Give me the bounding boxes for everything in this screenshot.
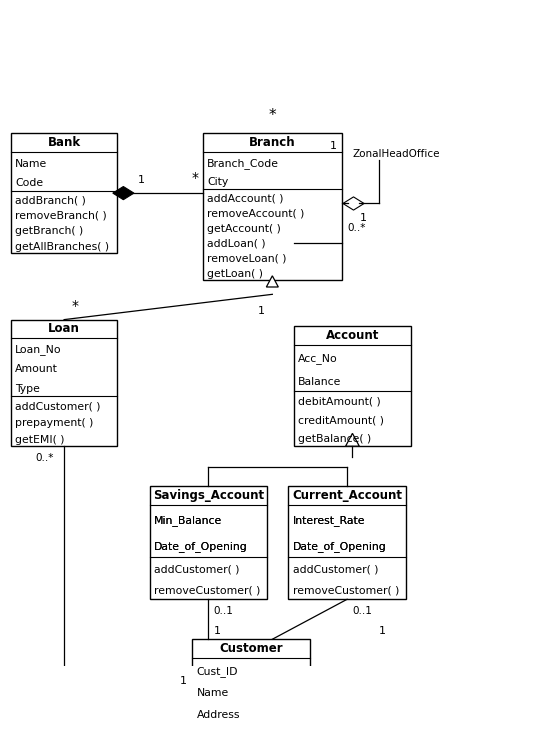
Text: 1: 1 xyxy=(180,676,187,686)
Text: getAccount( ): getAccount( ) xyxy=(207,224,281,233)
FancyBboxPatch shape xyxy=(11,319,117,446)
Text: getEMI( ): getEMI( ) xyxy=(15,434,65,444)
Text: 0..1: 0..1 xyxy=(214,606,233,616)
Text: addLoan( ): addLoan( ) xyxy=(207,238,266,249)
Text: City: City xyxy=(207,177,229,187)
Polygon shape xyxy=(345,433,359,446)
Text: 1: 1 xyxy=(359,213,367,224)
FancyBboxPatch shape xyxy=(150,486,267,599)
Text: Loan: Loan xyxy=(48,322,80,336)
Text: Date_of_Opening: Date_of_Opening xyxy=(293,542,387,552)
Polygon shape xyxy=(343,197,364,210)
Text: addCustomer( ): addCustomer( ) xyxy=(154,565,239,575)
Text: 1: 1 xyxy=(379,626,386,636)
Text: getBalance( ): getBalance( ) xyxy=(298,433,371,444)
Text: addCustomer( ): addCustomer( ) xyxy=(293,565,378,575)
FancyBboxPatch shape xyxy=(11,133,117,253)
Text: removeBranch( ): removeBranch( ) xyxy=(15,211,107,221)
Text: 0..*: 0..* xyxy=(35,452,53,463)
Text: 0..1: 0..1 xyxy=(352,606,372,616)
Text: Date_of_Opening: Date_of_Opening xyxy=(293,542,387,552)
Text: *: * xyxy=(71,299,78,313)
Text: *: * xyxy=(269,108,276,124)
Polygon shape xyxy=(266,276,278,287)
Text: Branch: Branch xyxy=(249,136,296,149)
Text: Balance: Balance xyxy=(298,376,341,387)
Text: getBranch( ): getBranch( ) xyxy=(15,226,83,236)
Text: getLoan( ): getLoan( ) xyxy=(207,269,263,279)
Text: Name: Name xyxy=(15,159,47,169)
FancyBboxPatch shape xyxy=(288,486,406,599)
Text: Date_of_Opening: Date_of_Opening xyxy=(154,542,248,552)
Text: Acc_No: Acc_No xyxy=(298,353,337,364)
Text: prepayment( ): prepayment( ) xyxy=(15,418,93,428)
Text: removeAccount( ): removeAccount( ) xyxy=(207,208,304,219)
Text: Amount: Amount xyxy=(15,364,58,374)
Text: Savings_Account: Savings_Account xyxy=(153,489,264,502)
Text: debitAmount( ): debitAmount( ) xyxy=(298,397,381,407)
Text: Interest_Rate: Interest_Rate xyxy=(293,515,365,526)
Text: addAccount( ): addAccount( ) xyxy=(207,194,284,203)
Text: addCustomer( ): addCustomer( ) xyxy=(15,401,100,412)
Text: Interest_Rate: Interest_Rate xyxy=(293,515,365,526)
Text: Cust_ID: Cust_ID xyxy=(197,666,238,676)
Text: Bank: Bank xyxy=(48,136,81,149)
Text: Type: Type xyxy=(15,384,40,393)
Text: Name: Name xyxy=(197,688,229,698)
Text: 1: 1 xyxy=(138,175,145,185)
Text: 1: 1 xyxy=(214,626,221,636)
Text: 1: 1 xyxy=(329,142,336,151)
Text: 1: 1 xyxy=(258,306,265,317)
Text: ZonalHeadOffice: ZonalHeadOffice xyxy=(352,149,440,159)
Text: Customer: Customer xyxy=(219,642,283,655)
Text: addBranch( ): addBranch( ) xyxy=(15,195,86,205)
Text: Min_Balance: Min_Balance xyxy=(154,515,222,526)
Text: removeCustomer( ): removeCustomer( ) xyxy=(154,586,260,596)
Text: Loan_No: Loan_No xyxy=(15,344,61,355)
Text: Current_Account: Current_Account xyxy=(292,489,402,502)
Text: Code: Code xyxy=(15,178,43,188)
FancyBboxPatch shape xyxy=(203,133,342,280)
Text: *: * xyxy=(191,171,199,185)
Polygon shape xyxy=(113,186,134,200)
FancyBboxPatch shape xyxy=(294,326,411,446)
Text: creditAmount( ): creditAmount( ) xyxy=(298,415,384,425)
Text: getAllBranches( ): getAllBranches( ) xyxy=(15,242,109,251)
Text: Branch_Code: Branch_Code xyxy=(207,158,279,169)
FancyBboxPatch shape xyxy=(192,639,310,731)
Text: Date_of_Opening: Date_of_Opening xyxy=(154,542,248,552)
Text: Account: Account xyxy=(326,329,379,342)
Text: Address: Address xyxy=(197,710,240,720)
Text: Min_Balance: Min_Balance xyxy=(154,515,222,526)
Text: removeCustomer( ): removeCustomer( ) xyxy=(293,586,399,596)
Text: removeLoan( ): removeLoan( ) xyxy=(207,254,287,264)
Text: 0..*: 0..* xyxy=(347,223,365,233)
